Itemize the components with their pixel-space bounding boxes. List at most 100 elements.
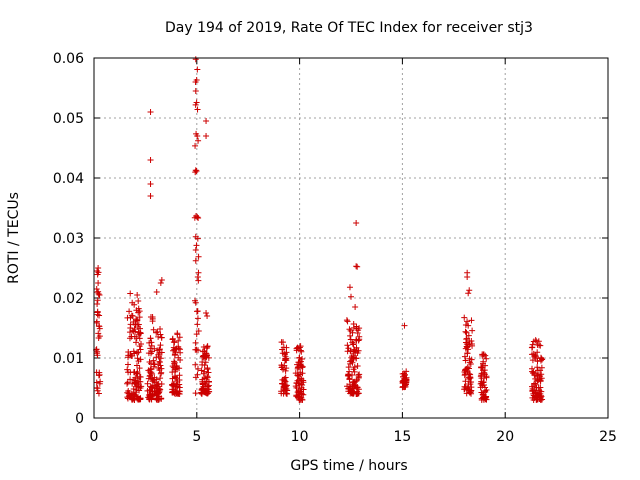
- data-point: [124, 395, 131, 402]
- data-point: [124, 361, 131, 368]
- data-point: [192, 88, 199, 94]
- data-point: [135, 358, 142, 365]
- data-point: [176, 372, 183, 379]
- data-point: [529, 394, 536, 401]
- data-point: [203, 310, 210, 316]
- data-point: [94, 385, 101, 392]
- data-point: [145, 350, 152, 357]
- data-point: [157, 375, 164, 382]
- data-point: [483, 386, 490, 393]
- data-point: [283, 365, 290, 372]
- data-point: [124, 366, 131, 373]
- data-point: [172, 390, 179, 397]
- data-point: [344, 348, 351, 355]
- data-point: [193, 242, 200, 249]
- data-point: [195, 347, 202, 354]
- data-point: [353, 220, 360, 226]
- data-point: [531, 380, 538, 387]
- x-tick-label: 0: [90, 429, 99, 445]
- y-tick-label: 0.04: [53, 171, 84, 187]
- data-point: [148, 396, 155, 403]
- data-point: [203, 133, 210, 139]
- data-point: [205, 369, 212, 376]
- data-point: [96, 380, 103, 387]
- data-point: [94, 297, 101, 304]
- data-point: [299, 356, 306, 363]
- data-point: [146, 386, 153, 393]
- data-point: [158, 380, 165, 387]
- data-point: [150, 326, 157, 333]
- data-point: [294, 394, 301, 401]
- data-point: [399, 380, 406, 387]
- data-point: [465, 370, 472, 377]
- data-point: [463, 385, 470, 392]
- data-point: [538, 364, 545, 371]
- data-point: [135, 384, 142, 391]
- data-point: [534, 349, 541, 356]
- data-point: [155, 333, 162, 340]
- data-point: [462, 378, 469, 385]
- data-point: [280, 390, 287, 397]
- data-point: [156, 346, 163, 353]
- data-point: [483, 373, 490, 380]
- data-point: [480, 351, 487, 358]
- data-point: [534, 358, 541, 365]
- data-point: [95, 335, 102, 342]
- data-point: [137, 374, 144, 381]
- data-point: [350, 341, 357, 348]
- data-point: [193, 346, 200, 353]
- data-point: [349, 329, 356, 336]
- data-point: [480, 367, 487, 374]
- data-point: [465, 290, 472, 297]
- data-point: [173, 345, 180, 352]
- data-point: [462, 357, 469, 364]
- data-point: [204, 313, 211, 319]
- data-point: [467, 381, 474, 388]
- data-point: [153, 329, 160, 336]
- data-point: [468, 356, 475, 363]
- data-point: [174, 331, 181, 338]
- data-point: [532, 337, 539, 344]
- data-point: [355, 327, 362, 334]
- data-point: [136, 308, 143, 315]
- y-tick-label: 0.01: [53, 351, 84, 367]
- data-point: [135, 378, 142, 385]
- data-point: [349, 372, 356, 379]
- data-point: [469, 327, 476, 334]
- data-point: [355, 372, 362, 379]
- data-point: [124, 380, 131, 387]
- data-point: [483, 355, 490, 362]
- data-point: [536, 342, 543, 349]
- data-point: [205, 354, 212, 361]
- data-point: [294, 372, 301, 379]
- data-point: [129, 380, 136, 387]
- y-axis-label: ROTI / TECUs: [6, 192, 22, 284]
- data-point: [200, 343, 207, 350]
- data-point: [150, 363, 157, 370]
- data-point: [203, 118, 210, 124]
- data-point: [537, 396, 544, 403]
- data-point: [134, 324, 141, 331]
- data-point: [136, 335, 143, 342]
- data-point: [298, 375, 305, 382]
- data-point: [154, 390, 161, 397]
- data-point: [534, 367, 541, 374]
- data-point: [532, 353, 539, 360]
- data-point: [480, 358, 487, 365]
- data-point: [283, 344, 290, 351]
- data-point: [194, 365, 201, 372]
- data-point: [349, 353, 356, 360]
- data-point: [155, 365, 162, 372]
- data-point: [147, 193, 154, 199]
- data-point: [467, 361, 474, 368]
- axis-ticks: 0 5 10 15 20 25 0 0.01 0.02 0.03 0.04 0.05 0.06: [53, 51, 617, 445]
- x-tick-label: 25: [599, 429, 617, 445]
- data-point: [528, 368, 535, 375]
- data-point: [192, 78, 199, 85]
- data-point: [95, 288, 102, 295]
- data-point: [346, 284, 353, 291]
- data-point: [278, 339, 285, 346]
- data-point: [138, 340, 145, 347]
- data-point: [158, 334, 165, 341]
- data-point: [462, 328, 469, 335]
